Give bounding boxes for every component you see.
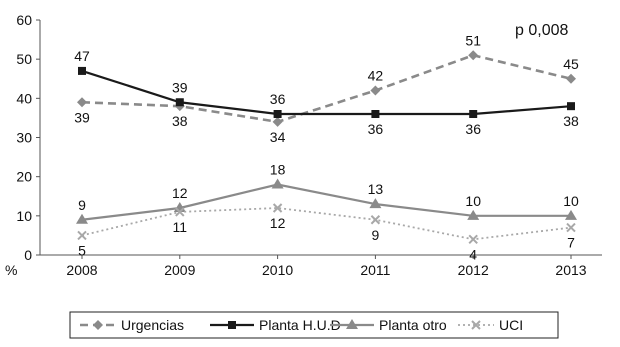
data-point xyxy=(272,116,283,127)
data-point xyxy=(468,234,478,245)
data-point xyxy=(566,73,576,84)
data-point xyxy=(471,320,481,330)
data-point xyxy=(469,110,478,118)
data-label: 10 xyxy=(563,193,579,209)
data-point xyxy=(78,66,86,75)
data-point xyxy=(370,215,381,225)
data-point xyxy=(566,222,576,233)
legend-label: UCI xyxy=(499,317,523,333)
y-tick-label: 50 xyxy=(16,51,32,67)
data-label: 11 xyxy=(173,219,188,235)
y-axis-unit-label: % xyxy=(5,262,17,278)
data-label: 5 xyxy=(78,242,86,258)
data-point xyxy=(371,110,380,118)
data-label: 36 xyxy=(270,91,286,107)
data-label: 38 xyxy=(172,113,188,129)
data-label: 7 xyxy=(567,235,575,251)
data-label: 9 xyxy=(372,227,380,243)
data-label: 47 xyxy=(74,48,90,64)
y-tick-label: 30 xyxy=(16,130,32,146)
data-point xyxy=(77,230,87,241)
data-point xyxy=(175,98,184,107)
data-label: 10 xyxy=(465,193,481,209)
series-line-urgencias xyxy=(81,53,572,124)
data-point xyxy=(76,213,88,224)
data-point xyxy=(272,203,283,213)
legend-label: Planta otro xyxy=(379,317,447,333)
y-tick-label: 0 xyxy=(24,247,32,263)
data-label: 12 xyxy=(172,185,188,201)
series-line-uci xyxy=(81,207,572,241)
data-label: 42 xyxy=(368,68,384,84)
y-tick-label: 40 xyxy=(16,90,32,106)
data-label: 45 xyxy=(563,56,579,72)
data-point xyxy=(273,110,282,118)
data-label: 36 xyxy=(465,121,481,137)
y-tick-label: 10 xyxy=(16,208,32,224)
x-tick-label: 2008 xyxy=(66,262,97,278)
data-point xyxy=(271,178,284,189)
data-label: 36 xyxy=(368,121,384,137)
data-point xyxy=(467,209,480,220)
data-point xyxy=(228,321,236,329)
data-point xyxy=(370,85,381,96)
data-label: 4 xyxy=(469,246,477,262)
data-label: 18 xyxy=(270,162,286,178)
data-point xyxy=(565,209,577,220)
data-point xyxy=(77,97,87,108)
data-label: 38 xyxy=(563,113,579,129)
data-point xyxy=(468,50,479,61)
data-point xyxy=(567,102,575,111)
data-label: 51 xyxy=(465,32,481,48)
data-label: 34 xyxy=(270,129,286,145)
x-tick-label: 2009 xyxy=(164,262,195,278)
data-point xyxy=(346,319,358,329)
legend-box xyxy=(69,311,559,339)
series-line-planta-otro xyxy=(81,183,571,221)
x-tick-label: 2010 xyxy=(262,262,293,278)
data-label: 39 xyxy=(74,109,90,125)
x-tick-label: 2011 xyxy=(360,262,390,278)
y-tick-label: 20 xyxy=(16,169,32,185)
y-tick-label: 60 xyxy=(16,12,32,28)
x-tick-label: 2012 xyxy=(458,262,489,278)
data-point xyxy=(369,198,382,209)
legend-label: Urgencias xyxy=(121,317,184,333)
data-point xyxy=(93,320,103,330)
legend-label: Planta H.U.D xyxy=(259,317,341,333)
x-tick-label: 2013 xyxy=(555,262,586,278)
data-point xyxy=(175,207,185,217)
data-label: 12 xyxy=(270,215,286,231)
data-label: 9 xyxy=(78,197,86,213)
series-line-planta-h-u-d xyxy=(81,69,572,116)
p-value-annotation: p 0,008 xyxy=(515,22,568,39)
data-label: 13 xyxy=(368,181,384,197)
data-label: 39 xyxy=(172,79,188,95)
